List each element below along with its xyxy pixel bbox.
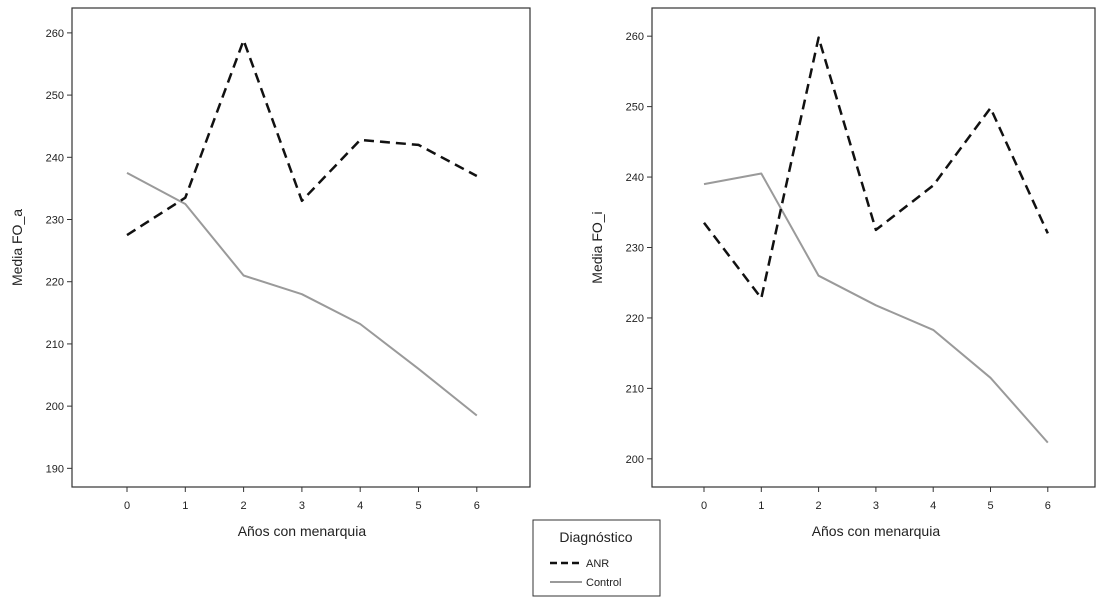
- x-tick-label: 0: [701, 500, 707, 512]
- x-tick-label: 2: [241, 500, 247, 512]
- x-tick-label: 5: [415, 500, 421, 512]
- chart-right: 200 210 220 230 240 250 260 0 1 2 3 4 5 6 Años con men…: [589, 7, 1096, 539]
- y-tick-label: 220: [626, 313, 644, 325]
- legend-label-anr: ANR: [586, 558, 609, 570]
- y-tick-label: 240: [46, 152, 64, 164]
- series-line-control: [703, 172, 1049, 444]
- plot-frame: [71, 7, 531, 488]
- y-tick-label: 210: [626, 383, 644, 395]
- chart-left: 190 200 210 220 230 240 250 260 0 1 2 3 4 5 6 Años con …: [9, 7, 531, 539]
- plot-frame: [651, 7, 1096, 488]
- x-tick-label: 0: [124, 500, 130, 512]
- y-tick-label: 200: [626, 454, 644, 466]
- x-tick-label: 4: [930, 500, 936, 512]
- legend-label-control: Control: [586, 577, 621, 589]
- series-line-anr: [703, 36, 1049, 300]
- x-tick-label: 6: [1045, 500, 1051, 512]
- x-tick-label: 1: [182, 500, 188, 512]
- y-tick-label: 220: [46, 277, 64, 289]
- x-tick-label: 6: [474, 500, 480, 512]
- y-tick-label: 250: [46, 90, 64, 102]
- y-tick-label: 240: [626, 172, 644, 184]
- legend-title: Diagnóstico: [559, 529, 632, 545]
- legend: Diagnóstico ANR Control: [532, 519, 661, 597]
- series-line-anr: [126, 39, 478, 237]
- y-tick-label: 190: [46, 463, 64, 475]
- y-tick-label: 230: [626, 243, 644, 255]
- x-tick-label: 5: [987, 500, 993, 512]
- x-tick-label: 3: [873, 500, 879, 512]
- x-tick-label: 2: [816, 500, 822, 512]
- x-axis-title: Años con menarquia: [238, 523, 367, 539]
- y-tick-label: 260: [46, 28, 64, 40]
- y-tick-label: 250: [626, 102, 644, 114]
- y-tick-label: 260: [626, 31, 644, 43]
- x-tick-label: 1: [758, 500, 764, 512]
- legend-box: [532, 519, 661, 597]
- y-tick-label: 230: [46, 215, 64, 227]
- x-axis-title: Años con menarquia: [812, 523, 941, 539]
- x-tick-label: 3: [299, 500, 305, 512]
- y-axis-title: Media FO_a: [9, 209, 25, 286]
- x-tick-label: 4: [357, 500, 363, 512]
- series-line-control: [126, 172, 478, 417]
- y-tick-label: 210: [46, 339, 64, 351]
- y-tick-label: 200: [46, 401, 64, 413]
- y-axis-title: Media FO_i: [589, 211, 605, 283]
